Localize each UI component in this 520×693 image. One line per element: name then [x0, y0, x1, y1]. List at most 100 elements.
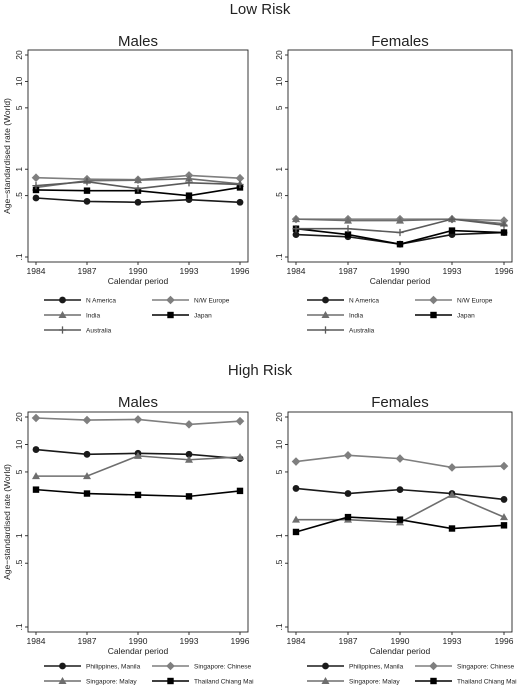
panel-3-point-singapore-chinese-3	[447, 463, 457, 472]
panel-0-ytick-label-4: 10	[14, 76, 24, 86]
legend-0-item-1-label: N/W Europe	[194, 298, 230, 305]
legend-2-item-0-label: Philippines, Manila	[86, 664, 141, 671]
panel-2-point-singapore-malay-2	[134, 451, 142, 459]
panel-3-point-singapore-chinese-0	[291, 457, 301, 466]
panel-2-point-thailand-chiang-mai-2	[134, 491, 142, 499]
legend-1-item-3-label: Japan	[457, 313, 475, 320]
panel-1-xtick-label-3: 1993	[443, 266, 462, 276]
panel-3-group: Females .1 .5 1 5 10 20 1984 1987 1990 1993 1996 Cal…	[274, 394, 514, 656]
legend-3-item-3-label: Thailand Chiang Mai	[457, 679, 517, 686]
panel-0-xtick-label-3: 1993	[180, 266, 199, 276]
panel-1-xtick-label-1: 1987	[339, 266, 358, 276]
panel-0-title: Males	[118, 33, 158, 50]
legend-3-item-1-label: Singapore: Chinese	[457, 664, 514, 671]
panel-3-point-philippines-manila-0	[292, 485, 300, 492]
panel-3-xlabel: Calendar period	[370, 646, 431, 656]
panel-0-ytick-label-2: 1	[14, 167, 24, 172]
panel-1-point-japan-1	[344, 231, 352, 238]
panel-1-xtick-label-4: 1996	[495, 266, 514, 276]
panel-0-point-japan-1	[83, 187, 91, 194]
legend-0-item-4-marker	[58, 326, 67, 334]
panel-2-point-singapore-malay-0	[32, 472, 40, 480]
panel-3-xtick-label-4: 1996	[495, 636, 514, 646]
panel-0-xtick-label-0: 1984	[27, 266, 46, 276]
panel-0-point-australia-1	[83, 178, 91, 186]
legend-2-item-1-marker	[166, 661, 175, 671]
panel-3-xtick-label-2: 1990	[391, 636, 410, 646]
panel-3-ytick-label-2: 1	[274, 533, 284, 538]
panel-3-point-thailand-chiang-mai-1	[344, 513, 352, 521]
panel-0-ytick-label-5: 20	[14, 50, 24, 60]
panel-2-ytick-label-3: 5	[14, 469, 24, 474]
panel-1-point-australia-3	[448, 215, 456, 223]
panel-3-point-singapore-chinese-1	[343, 451, 353, 460]
panel-2-point-singapore-malay-1	[83, 472, 91, 480]
panel-3-xtick-label-0: 1984	[287, 636, 306, 646]
panel-2-point-philippines-manila-1	[83, 450, 91, 458]
panel-2-point-singapore-malay-4	[236, 452, 244, 460]
chart-layer: Males .1 .5 1 5 10 20 1984 1987 1990 1993 1996 Calen…	[2, 33, 514, 656]
legend-2-item-2-label: Singapore: Malay	[86, 679, 137, 686]
panel-0-point-india-2	[134, 176, 142, 184]
panel-2-ytick-label-5: 20	[14, 412, 24, 422]
legend-1-item-1-marker	[429, 295, 438, 305]
panel-3-ytick-label-1: .5	[274, 559, 284, 566]
panel-2-xtick-label-3: 1993	[180, 636, 199, 646]
panel-1-point-australia-1	[344, 225, 352, 233]
panel-2-xtick-label-4: 1996	[231, 636, 250, 646]
panel-0-point-japan-3	[185, 192, 193, 199]
panel-3-point-thailand-chiang-mai-0	[292, 528, 300, 536]
panel-3-point-philippines-manila-2	[396, 486, 404, 494]
panel-1-point-n-america-0	[292, 231, 300, 238]
legend-3-item-2-label: Singapore: Malay	[349, 679, 400, 686]
legend-2-item-3-label: Thailand Chiang Mai	[194, 679, 254, 686]
panel-2-point-philippines-manila-3	[185, 450, 193, 458]
panel-3-point-thailand-chiang-mai-3	[448, 525, 456, 532]
panel-2-xlabel: Calendar period	[108, 646, 169, 656]
panel-3-point-thailand-chiang-mai-4	[500, 522, 508, 529]
panel-1-point-australia-4	[500, 221, 508, 229]
panel-3-title: Females	[371, 394, 429, 411]
panel-1-ytick-label-4: 10	[274, 76, 284, 86]
legend-0-item-0-marker	[59, 296, 66, 304]
panel-2-xtick-label-1: 1987	[78, 636, 97, 646]
section-title-low-risk: Low Risk	[230, 1, 291, 18]
panel-0-point-india-3	[185, 174, 193, 182]
legend-1-item-2-marker	[321, 311, 330, 318]
panel-1-point-india-0	[292, 215, 300, 223]
panel-0-point-australia-0	[32, 182, 40, 190]
panel-0-xtick-label-2: 1990	[129, 266, 148, 276]
panel-0-axes-frame	[27, 49, 249, 263]
panel-0-point-australia-2	[134, 185, 142, 193]
panel-0-point-n-america-0	[32, 194, 40, 202]
legend-1-item-2-label: India	[349, 313, 363, 320]
legend-0-item-3-label: Japan	[194, 313, 212, 320]
panel-0-point-japan-0	[32, 186, 40, 194]
panel-2-point-singapore-chinese-3	[184, 420, 194, 429]
legend-1-item-4-label: Australia	[349, 328, 375, 335]
panel-3-point-singapore-malay-0	[292, 515, 300, 523]
panel-1-point-japan-2	[396, 240, 404, 248]
legend-0-item-1-marker	[166, 295, 175, 305]
panel-3-point-singapore-chinese-2	[395, 454, 405, 463]
legend-2-item-0-marker	[59, 662, 66, 670]
panel-1-ytick-label-2: 1	[274, 167, 284, 172]
panel-2-point-singapore-malay-3	[185, 455, 193, 463]
panel-2-xtick-label-2: 1990	[129, 636, 148, 646]
panel-2-ytick-label-0: .1	[14, 623, 24, 630]
panel-0-ytick-label-1: .5	[14, 192, 24, 199]
panel-1-xtick-label-2: 1990	[391, 266, 410, 276]
legend-2-item-3-marker	[167, 677, 174, 685]
panel-1-point-india-2	[396, 216, 404, 224]
legend-0-item-4-label: Australia	[86, 328, 112, 335]
panel-2-point-thailand-chiang-mai-0	[32, 486, 40, 493]
panel-0-ylabel: Age−standardised rate (World)	[2, 98, 12, 214]
panel-1-title: Females	[371, 33, 429, 50]
panel-3-point-singapore-chinese-4	[499, 461, 509, 471]
panel-0-point-australia-4	[236, 180, 244, 189]
panel-0-ytick-label-0: .1	[14, 253, 24, 260]
panel-2-point-thailand-chiang-mai-1	[83, 490, 91, 497]
legend-3-item-1-marker	[429, 661, 438, 671]
panel-2-point-singapore-chinese-1	[82, 415, 92, 425]
legend-0-item-2-label: India	[86, 313, 100, 320]
